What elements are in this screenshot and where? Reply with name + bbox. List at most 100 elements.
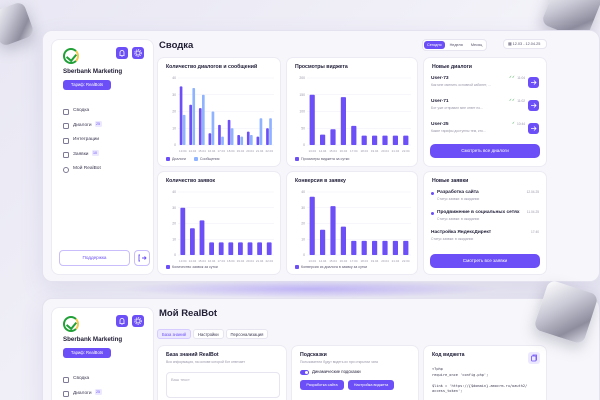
x-tick-label: 13.04 bbox=[179, 149, 187, 153]
chart-icon bbox=[63, 123, 69, 129]
sidebar-item-dialogs[interactable]: Диалоги 25 bbox=[63, 119, 149, 134]
y-tick-label: 0 bbox=[303, 253, 305, 257]
x-tick-label: 16.04 bbox=[208, 149, 216, 153]
period-today[interactable]: Сегодня bbox=[424, 41, 445, 49]
sidebar-item-requests[interactable]: Заявки 10 bbox=[63, 148, 149, 163]
request-status: Статус заявки: в ожидании bbox=[437, 197, 480, 201]
request-title: Настройка ЯндексДирект bbox=[431, 230, 492, 235]
logout-icon[interactable] bbox=[134, 250, 150, 266]
tab-knowledge-base[interactable]: База знаний bbox=[157, 329, 191, 339]
bell-icon[interactable] bbox=[116, 47, 128, 59]
widget-code: <?php require_once 'config.php'; $link =… bbox=[432, 367, 528, 394]
tariff-button[interactable]: Тариф: RealBots bbox=[63, 80, 111, 90]
bar bbox=[269, 118, 272, 145]
bar bbox=[209, 242, 214, 255]
y-tick-label: 0 bbox=[303, 143, 305, 147]
card-title: Подсказки bbox=[300, 352, 327, 358]
x-tick-label: 18.04 bbox=[227, 259, 235, 263]
date-range-picker[interactable]: ▦ 12.03 - 12.04.25 bbox=[503, 39, 547, 49]
copy-icon[interactable] bbox=[528, 352, 540, 364]
tab-personalization[interactable]: Персонализация bbox=[225, 329, 269, 339]
y-tick-label: 10 bbox=[172, 237, 176, 241]
x-tick-label: 18.04 bbox=[360, 259, 368, 263]
bar bbox=[211, 111, 215, 145]
support-button[interactable]: Поддержка bbox=[59, 250, 130, 266]
dynamic-hints-toggle[interactable] bbox=[300, 370, 309, 375]
y-tick-label: 30 bbox=[172, 93, 176, 97]
open-dialog-arrow-icon[interactable] bbox=[528, 100, 539, 111]
bar bbox=[246, 131, 250, 145]
hint-chip[interactable]: Разработка сайта bbox=[300, 380, 344, 390]
tab-settings[interactable]: Настройки bbox=[193, 329, 224, 339]
x-tick-label: 20.04 bbox=[246, 149, 254, 153]
x-tick-label: 14.04 bbox=[189, 149, 197, 153]
x-tick-label: 14.04 bbox=[319, 259, 327, 263]
sidebar-item-integrations[interactable]: Интеграции bbox=[63, 133, 149, 148]
sidebar-item-dialogs[interactable]: Диалоги 25 bbox=[63, 387, 149, 400]
dialog-item[interactable]: User-25 Какие тарифы доступны тем, кто..… bbox=[431, 120, 539, 143]
bar bbox=[320, 229, 326, 255]
y-tick-label: 40 bbox=[172, 76, 176, 80]
dialog-preview: Бот уже отправил мне ответ но... bbox=[431, 106, 483, 110]
bar bbox=[208, 133, 212, 145]
y-tick-label: 100 bbox=[299, 110, 305, 114]
x-tick-label: 14.04 bbox=[189, 259, 197, 263]
card-title: Новые диалоги bbox=[432, 64, 472, 70]
request-item[interactable]: Продвижение в социальных сетях Статус за… bbox=[431, 208, 539, 228]
x-tick-label: 15.04 bbox=[329, 149, 337, 153]
dialog-item[interactable]: User-73 Как мне сменить основной кабинет… bbox=[431, 74, 539, 97]
settings-icon[interactable] bbox=[132, 47, 144, 59]
request-item[interactable]: Разработка сайта Статус заявки: в ожидан… bbox=[431, 188, 539, 208]
y-tick-label: 150 bbox=[299, 93, 305, 97]
y-tick-label: 10 bbox=[301, 237, 305, 241]
all-requests-button[interactable]: Смотреть все заявки bbox=[430, 254, 540, 268]
tariff-button[interactable]: Тариф: RealBots bbox=[63, 348, 111, 358]
sidebar-item-summary[interactable]: Сводка bbox=[63, 104, 149, 119]
x-tick-label: 15.04 bbox=[198, 149, 206, 153]
dialog-preview: Как мне сменить основной кабинет, ... bbox=[431, 83, 491, 87]
open-dialog-arrow-icon[interactable] bbox=[528, 123, 539, 134]
period-month[interactable]: Месяц bbox=[470, 43, 483, 47]
hint-chip[interactable]: Настройка виджета bbox=[348, 380, 394, 390]
requests-chart-card: Количество заявок 0 10 20 30 40 13.04 14.04 15.… bbox=[157, 171, 281, 275]
sidebar-item-my-realbot[interactable]: Мой RealBot bbox=[63, 162, 149, 177]
realbot-tabs: База знаний Настройки Персонализация bbox=[157, 329, 269, 339]
period-switcher: Сегодня Неделя Месяц bbox=[422, 39, 488, 51]
bar bbox=[351, 240, 357, 255]
sidebar-item-label: Заявки bbox=[73, 151, 89, 157]
bell-icon[interactable] bbox=[116, 315, 128, 327]
x-tick-label: 13.04 bbox=[308, 149, 316, 153]
sidebar-nav: Сводка Диалоги 25 bbox=[63, 372, 149, 400]
bar bbox=[320, 134, 326, 145]
home-icon bbox=[63, 108, 69, 115]
hints-card: Подсказки Пользователи будут видеть их п… bbox=[291, 345, 419, 400]
bar bbox=[372, 135, 378, 145]
x-tick-label: 20.04 bbox=[246, 259, 254, 263]
open-dialog-arrow-icon[interactable] bbox=[528, 77, 539, 88]
bar bbox=[256, 136, 260, 145]
knowledge-base-textarea[interactable]: Ваш текст bbox=[166, 372, 280, 398]
x-tick-label: 16.04 bbox=[340, 149, 348, 153]
period-week[interactable]: Неделя bbox=[449, 43, 463, 47]
request-item[interactable]: Настройка ЯндексДирект Статус заявки: в … bbox=[431, 228, 539, 248]
page-title: Мой RealBot bbox=[159, 308, 218, 319]
all-dialogs-button[interactable]: Смотреть все диалоги bbox=[430, 144, 540, 158]
x-tick-label: 19.04 bbox=[237, 259, 245, 263]
y-tick-label: 30 bbox=[172, 206, 176, 210]
bar bbox=[351, 125, 357, 145]
sidebar-item-summary[interactable]: Сводка bbox=[63, 372, 149, 387]
x-tick-label: 21.04 bbox=[256, 259, 264, 263]
bar bbox=[180, 207, 186, 255]
request-status: Статус заявки: в ожидании bbox=[431, 237, 474, 241]
dialog-item[interactable]: User-71 Бот уже отправил мне ответ но...… bbox=[431, 97, 539, 120]
chart-legend: Диалоги Сообщения bbox=[166, 157, 219, 161]
dialogs-chart: 0 10 20 30 40 13.04 14.04 15.04 16.04 17.04 18.04 1… bbox=[172, 76, 274, 153]
x-tick-label: 22.04 bbox=[402, 259, 410, 263]
new-dialogs-card: Новые диалоги User-73 Как мне сменить ос… bbox=[423, 57, 547, 167]
count-badge: 25 bbox=[94, 121, 102, 128]
brand-name: Sberbank Marketing bbox=[63, 336, 123, 343]
settings-icon[interactable] bbox=[132, 315, 144, 327]
toggle-label: Динамические подсказки bbox=[312, 369, 361, 374]
bar bbox=[247, 242, 253, 255]
bar bbox=[392, 240, 398, 255]
